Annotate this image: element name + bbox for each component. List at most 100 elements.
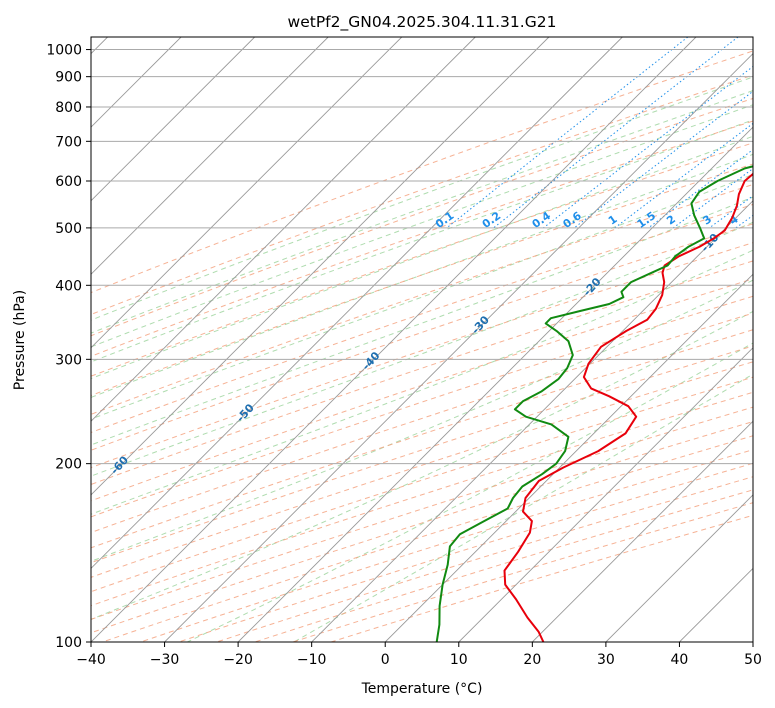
mixing-ratio-label: 1 — [606, 212, 620, 227]
dewpoint-profile-line — [435, 165, 753, 642]
mixing-ratio-label: 6 — [766, 212, 775, 227]
isotherm-line — [91, 37, 550, 496]
dry-adiabat-line — [91, 223, 753, 451]
moist-adiabat-line — [293, 373, 753, 642]
y-tick-label: 400 — [55, 278, 82, 294]
dry-adiabat-line — [91, 184, 753, 415]
x-tick-label: −30 — [150, 652, 180, 668]
isotherm-line — [458, 347, 753, 642]
isotherm-line — [237, 126, 753, 642]
y-tick-label: 900 — [55, 70, 82, 86]
plot-frame — [90, 36, 754, 643]
moist-adiabat-line — [91, 153, 753, 398]
dry-adiabats — [91, 50, 753, 642]
y-tick-label: 800 — [55, 100, 82, 116]
isotherm-line — [91, 37, 256, 202]
isotherm-line — [752, 641, 753, 642]
mixing-ratio-line — [735, 214, 753, 229]
dry-adiabat-label: -20 — [581, 275, 604, 299]
dry-adiabat-line — [91, 260, 753, 486]
y-tick-label: 500 — [55, 221, 82, 237]
x-axis-ticks: −40 −30 −20 −10 0 10 20 30 40 50 — [76, 642, 762, 668]
profile-series — [435, 165, 753, 642]
y-tick-label: 200 — [55, 457, 82, 473]
moist-adiabat-line — [91, 135, 753, 380]
moist-adiabat-line — [91, 310, 753, 620]
dry-adiabat-line — [91, 329, 753, 549]
dry-adiabat-line — [102, 435, 753, 642]
dry-adiabat-line — [254, 489, 753, 642]
chart-title: wetPf2_GN04.2025.304.11.31.G21 — [288, 13, 557, 32]
x-tick-label: −10 — [297, 652, 327, 668]
moist-adiabat-line — [91, 221, 753, 477]
isotherm-line — [605, 494, 753, 642]
dry-adiabat-line — [91, 50, 753, 294]
dry-adiabat-line — [292, 502, 753, 642]
x-tick-label: −20 — [223, 652, 253, 668]
isotherm-line — [531, 420, 753, 642]
mixing-ratio-line — [493, 37, 739, 229]
moist-adiabat-line — [91, 119, 753, 363]
y-axis-ticks: 1000 900 800 700 600 500 400 300 200 100 — [46, 43, 91, 651]
x-tick-label: 20 — [523, 652, 541, 668]
dry-adiabat-line — [216, 476, 753, 642]
dry-adiabat-line — [330, 514, 753, 642]
y-tick-label: 700 — [55, 134, 82, 150]
dry-adiabat-line — [91, 312, 753, 534]
isotherm-line — [91, 37, 623, 570]
dry-adiabat-line — [91, 242, 753, 469]
mixing-ratio-line — [543, 65, 753, 229]
dry-adiabat-line — [91, 361, 753, 578]
mixing-ratio-line — [672, 167, 753, 229]
isotherm-line — [91, 37, 697, 642]
dry-adiabat-line — [178, 462, 753, 642]
dry-adiabat-line — [91, 278, 753, 502]
dry-adiabat-line — [91, 376, 753, 593]
dry-adiabat-line — [91, 406, 753, 620]
isotherm-line — [384, 273, 753, 642]
mixing-ratio-lines — [446, 37, 753, 229]
moist-adiabat-line — [91, 196, 753, 446]
mixing-ratio-line — [614, 122, 753, 229]
x-tick-label: 40 — [671, 652, 689, 668]
moist-adiabat-line — [91, 279, 753, 562]
isotherm-line — [91, 37, 476, 422]
dry-adiabat-line — [91, 74, 753, 316]
dry-adiabat-label: -60 — [108, 453, 131, 477]
dry-adiabat-line — [91, 142, 753, 377]
moist-adiabat-line — [91, 90, 753, 334]
x-tick-label: 10 — [450, 652, 468, 668]
x-axis-label: Temperature (°C) — [361, 681, 483, 697]
dry-adiabat-line — [91, 295, 753, 518]
y-tick-label: 300 — [55, 352, 82, 368]
y-axis-label: Pressure (hPa) — [12, 290, 28, 390]
moist-adiabat-line — [187, 342, 753, 642]
dry-adiabat-line — [91, 203, 753, 434]
moist-adiabat-line — [91, 76, 753, 321]
isotherm-line — [679, 567, 753, 642]
x-tick-label: 30 — [597, 652, 615, 668]
pressure-gridlines — [91, 49, 753, 642]
y-tick-label: 600 — [55, 174, 82, 190]
plot-area: 0.10.20.40.611.52346810131620253036-100-… — [0, 37, 775, 642]
x-tick-label: 0 — [381, 652, 390, 668]
moist-adiabats — [91, 76, 753, 642]
moist-adiabat-line — [91, 104, 753, 348]
mixing-ratio-label: 2 — [664, 213, 678, 228]
moist-adiabat-line — [91, 173, 753, 420]
dry-adiabat-line — [91, 120, 753, 357]
dry-adiabat-line — [91, 391, 753, 607]
x-tick-label: 50 — [744, 652, 762, 668]
dry-adiabat-line — [91, 163, 753, 397]
x-tick-label: −40 — [76, 652, 106, 668]
dry-adiabat-label: -70 — [0, 495, 16, 519]
temperature-profile-line — [503, 172, 753, 642]
y-tick-label: 100 — [55, 635, 82, 651]
dry-adiabat-line — [91, 345, 753, 564]
mixing-ratio-line — [446, 37, 689, 229]
isotherm-line — [91, 37, 329, 275]
isotherm-line — [164, 52, 753, 642]
isotherm-line — [91, 37, 403, 349]
isotherms — [91, 37, 753, 642]
